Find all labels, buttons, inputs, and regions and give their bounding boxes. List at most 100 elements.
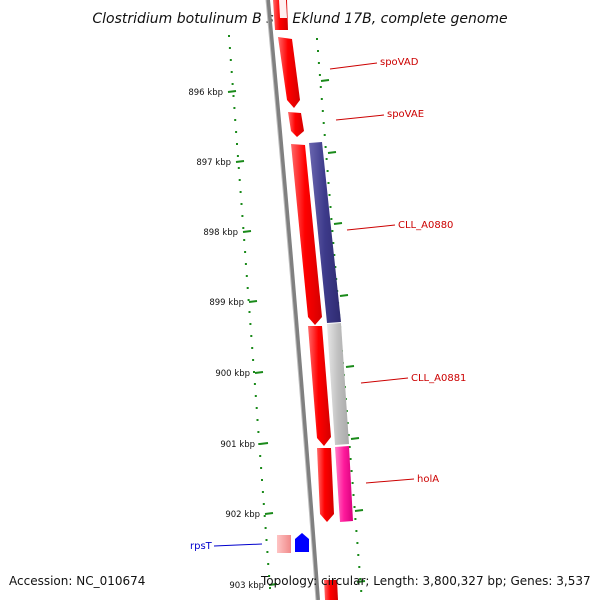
scale-dot (354, 518, 357, 520)
cds-CLL_A0881-red (308, 326, 331, 446)
scale-dot (241, 215, 244, 217)
scale-tick-label: 896 kbp (188, 88, 223, 98)
cds-CLL_A0880-red (291, 144, 322, 325)
scale-tick-label: 899 kbp (209, 298, 244, 308)
scale-tick-label: 898 kbp (203, 228, 238, 238)
genome-summary-text: Topology: circular; Length: 3,800,327 bp… (261, 574, 591, 588)
scale-dot (324, 146, 327, 148)
scale-dot (322, 122, 325, 124)
leader-CLL_A0881 (360, 377, 409, 384)
accession-text: Accession: NC_010674 (9, 574, 146, 588)
scale-dot (233, 107, 236, 109)
scale-tick-label: 900 kbp (215, 369, 250, 379)
scale-dot (255, 407, 258, 409)
scale-dot (318, 74, 321, 76)
scale-dot (347, 434, 350, 436)
scale-dot (246, 287, 249, 289)
scale-dot (237, 167, 240, 169)
scale-dot (346, 422, 349, 424)
scale-tick-outer (354, 509, 364, 512)
map-title: Clostridium botulinum B str. Eklund 17B,… (92, 11, 507, 27)
scale-dot (319, 86, 322, 88)
scale-tick (264, 512, 274, 515)
scale-tick (242, 230, 252, 233)
cds-spoVAD (278, 37, 300, 108)
scale-dot (236, 155, 239, 157)
genome-backbone-highlight (265, 0, 317, 600)
scale-dot (351, 482, 354, 484)
cds-holA-red (317, 448, 334, 522)
scale-dot (261, 479, 263, 481)
scale-dot (356, 542, 359, 544)
scale-dot (256, 419, 259, 421)
gene-label-CLL_A0880: CLL_A0880 (398, 220, 453, 231)
gene-label-CLL_A0881: CLL_A0881 (411, 373, 466, 384)
scale-tick-label: 901 kbp (220, 440, 255, 450)
scale-dot (235, 131, 238, 133)
scale-dot (247, 299, 250, 301)
scale-dot (331, 230, 334, 232)
scale-dot (257, 431, 260, 433)
scale-tick-outer (320, 79, 330, 82)
scale-tick-outer (333, 222, 343, 225)
scale-dot (350, 470, 353, 472)
scale-dot (263, 515, 266, 517)
feature-top-light (279, 0, 287, 18)
scale-dot (230, 71, 233, 73)
scale-tick (227, 90, 237, 93)
scale-dot (325, 158, 328, 160)
scale-dot (229, 59, 232, 61)
cds-bottom-partial (324, 580, 338, 600)
scale-tick-outer (356, 580, 366, 583)
scale-dot (316, 38, 318, 40)
scale-dot (353, 506, 356, 508)
scale-tick (259, 442, 269, 445)
scale-dot (250, 335, 253, 337)
scale-dot (267, 563, 270, 565)
scale-dot (317, 50, 319, 52)
scale-tick-label: 902 kbp (225, 510, 260, 520)
scale-dot (269, 587, 271, 589)
gene-label-spoVAD: spoVAD (380, 57, 419, 68)
scale-tick-outer (350, 437, 360, 440)
scale-dot (352, 494, 355, 496)
scale-tick-outer (327, 151, 337, 154)
scale-dot (327, 182, 330, 184)
scale-tick (248, 300, 258, 303)
leader-rpsT (213, 543, 263, 547)
scale-dot (328, 194, 331, 196)
scale-dot (228, 35, 230, 37)
leader-CLL_A0880 (346, 224, 396, 231)
scale-dot (258, 443, 261, 445)
scale-dot (236, 143, 238, 145)
scale-tick (254, 371, 264, 374)
scale-dot (253, 371, 255, 373)
scale-dot (323, 134, 326, 136)
scale-tick (235, 160, 245, 163)
scale-dot (244, 263, 247, 265)
scale-dot (259, 455, 262, 457)
scale-dot (242, 227, 245, 229)
leader-spoVAE (335, 114, 385, 121)
scale-dot (357, 554, 360, 556)
scale-dot (334, 266, 337, 268)
gene-label-spoVAE: spoVAE (387, 109, 424, 120)
scale-dot (231, 83, 234, 85)
scale-dot (261, 491, 264, 493)
scale-dot (265, 539, 268, 541)
scale-dot (248, 311, 251, 313)
scale-dot (359, 578, 362, 580)
scale-tick-label: 897 kbp (196, 158, 231, 168)
scale-dot (262, 503, 265, 505)
scale-dot (266, 551, 269, 553)
feature-CLL_A0880-purple (309, 142, 341, 323)
scale-dot (253, 383, 256, 385)
scale-dot (244, 251, 247, 253)
scale-dot (349, 458, 352, 460)
scale-tick-outer (339, 294, 349, 297)
scale-tick (268, 583, 278, 586)
scale-dot (360, 590, 363, 592)
scale-dot (317, 62, 320, 64)
genome-backbone (266, 0, 320, 600)
scale-dot (228, 47, 231, 49)
